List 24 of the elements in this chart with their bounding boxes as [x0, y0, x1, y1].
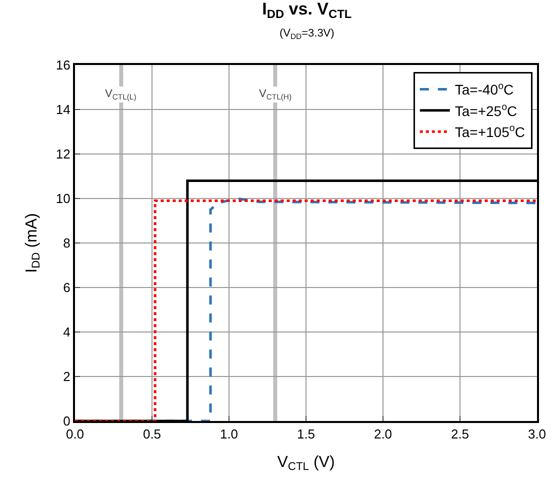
x-tick-label: 0.0 [66, 426, 84, 442]
y-tick-label: 12 [56, 146, 70, 162]
legend-label: Ta=+25$^{o}$C [454, 102, 518, 119]
legend-label: Ta=-40$^{o}$C [454, 80, 514, 98]
x-tick-label: 1.0 [220, 426, 238, 442]
chart-subtitle: (V$_{DD}$=3.3V) [279, 28, 334, 41]
y-tick-label: 16 [56, 58, 70, 73]
chart-title: I$_{DD}$ vs. V$_{CTL}$ [262, 0, 352, 21]
legend-label: Ta=+105$^{o}$C [454, 123, 525, 140]
ref-line-label: V$_{CTL(H)}$ [259, 88, 292, 102]
y-tick-label: 8 [63, 236, 70, 251]
x-axis-title: V$_{CTL}$ (V) [277, 454, 335, 474]
x-tick-label: 0.5 [142, 426, 162, 442]
y-tick-label: 4 [63, 324, 70, 340]
y-tick-label: 10 [56, 191, 70, 206]
y-tick-label: 6 [63, 280, 70, 296]
x-tick-label: 2.5 [450, 426, 470, 442]
y-tick-label: 0 [63, 414, 70, 429]
y-tick-label: 14 [56, 102, 70, 118]
y-tick-label: 2 [63, 369, 70, 384]
ref-line-label: V$_{CTL(L)}$ [105, 88, 137, 102]
x-tick-label: 3.0 [528, 426, 546, 442]
x-tick-label: 2.0 [374, 426, 392, 442]
x-tick-label: 1.5 [296, 426, 316, 442]
